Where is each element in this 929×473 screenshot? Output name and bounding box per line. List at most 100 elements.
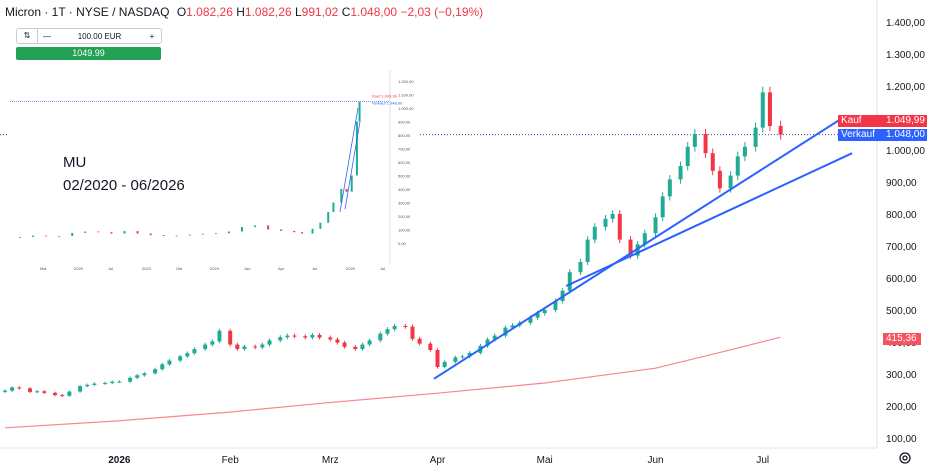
inset-candle (227, 231, 230, 234)
candle (360, 342, 365, 351)
candle-body (85, 384, 90, 387)
candle-body (210, 341, 215, 345)
candle-body (728, 175, 733, 189)
candle-body (285, 335, 290, 338)
inset-x-tick: 2023 (142, 266, 152, 271)
candle-body (467, 352, 472, 357)
symbol-title[interactable]: Micron · 1T · NYSE / NASDAQ (5, 5, 170, 19)
inset-kauf-tag: Kauf 1.049,99 (372, 94, 398, 99)
candle-body (492, 335, 497, 340)
settings-gear-icon[interactable] (898, 451, 912, 465)
candle (17, 386, 22, 390)
candle-body (110, 381, 115, 383)
decrement-button[interactable]: — (43, 31, 51, 41)
candle-body (453, 357, 458, 362)
inset-candle (136, 231, 139, 234)
candle-body (567, 272, 572, 291)
candle-body (553, 301, 558, 310)
candle-body (710, 153, 715, 171)
low-value: 991,02 (301, 5, 339, 19)
candle (717, 166, 722, 193)
candle-body (142, 373, 147, 376)
candle-body (528, 317, 533, 323)
candle (67, 390, 72, 397)
ohlc-values: O1.082,26 H1.082,26 L991,02 C1.048,00 −2… (177, 5, 483, 19)
candle (160, 362, 165, 371)
candle-body (185, 353, 190, 357)
candle (135, 373, 140, 380)
candle (653, 213, 658, 237)
candle (42, 390, 47, 395)
candle-body (28, 388, 33, 392)
high-label: H (236, 5, 245, 19)
candle-body (42, 391, 47, 393)
candle (378, 331, 383, 343)
kauf-label-tag: Kauf (838, 115, 886, 127)
candle (3, 389, 7, 394)
y-tick-label: 1.200,00 (886, 82, 925, 93)
candle-body (603, 218, 608, 227)
candle-body (342, 342, 347, 347)
candle-body (692, 134, 697, 147)
inset-candle (280, 229, 283, 231)
candle (742, 141, 747, 162)
y-tick-label: 300,00 (886, 370, 917, 381)
candle-body (717, 170, 722, 189)
candle-body (103, 382, 108, 384)
close-value: 1.048,00 (350, 5, 398, 19)
candle (578, 258, 583, 276)
inset-verkauf-tag: Verkauf 1.048,00 (372, 101, 403, 106)
candle (410, 324, 415, 341)
candle-body (360, 344, 365, 350)
candle (153, 367, 158, 375)
candle (85, 383, 90, 388)
candle-body (153, 369, 158, 374)
candle-body (242, 346, 247, 350)
inset-y-tick: 300,00 (398, 201, 411, 206)
candle-body (3, 390, 7, 392)
candle-body (578, 262, 583, 273)
inset-background (8, 66, 418, 276)
increment-button[interactable]: + (149, 31, 155, 41)
x-tick-label: 2026 (108, 455, 131, 466)
buy-button[interactable]: 1049.99 (16, 47, 161, 60)
candle-body (767, 92, 772, 126)
x-tick-label: Apr (430, 455, 446, 466)
candle (235, 342, 240, 351)
inset-candle (123, 231, 126, 234)
inset-candle (293, 230, 296, 233)
quantity-value[interactable]: 100.00 EUR (77, 31, 122, 41)
inset-candle (201, 233, 204, 235)
candle (303, 334, 308, 340)
candle-body (617, 214, 622, 240)
candle (778, 120, 783, 140)
inset-candle (241, 227, 244, 232)
quantity-stepper[interactable]: ⇅ — 100.00 EUR + (16, 28, 162, 44)
inset-candle (149, 233, 152, 236)
inset-candle (332, 202, 335, 212)
candle (767, 86, 772, 132)
inset-candle (301, 232, 304, 234)
candle-body (535, 313, 540, 318)
kauf-price-tag: 1.049,99 (883, 115, 927, 127)
inset-candle (110, 232, 113, 234)
inset-x-tick: Jul (380, 266, 385, 271)
y-tick-label: 900,00 (886, 178, 917, 189)
candle-body (128, 377, 133, 382)
candle (342, 340, 347, 349)
inset-candle (175, 235, 178, 237)
moving-average-line (4, 336, 781, 429)
inset-candle (58, 235, 61, 237)
candle (192, 347, 197, 355)
candle (678, 161, 683, 184)
candle-body (353, 346, 358, 350)
candle (310, 332, 315, 340)
candle-body (642, 233, 647, 245)
swap-icon[interactable]: ⇅ (17, 29, 38, 43)
open-value: 1.082,26 (186, 5, 233, 19)
candle (128, 376, 133, 384)
candle (28, 387, 33, 394)
candle (117, 380, 122, 384)
